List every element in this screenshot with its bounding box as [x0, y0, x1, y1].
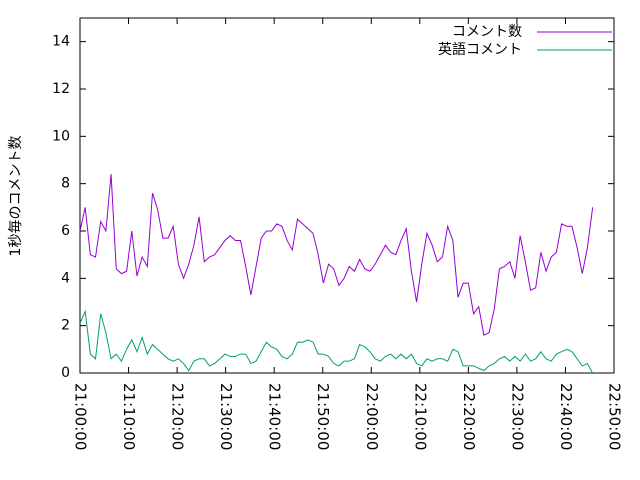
plot-frame: [79, 17, 615, 374]
y-tick-label: 12: [52, 81, 70, 97]
y-axis-label: 1秒毎のコメント数: [8, 136, 24, 257]
y-tick-label: 6: [61, 223, 70, 239]
y-tick-label: 0: [61, 365, 70, 381]
x-tick-label: 22:00:00: [363, 383, 381, 450]
y-tick-label: 4: [61, 270, 70, 286]
x-tick-label: 22:40:00: [557, 383, 575, 450]
x-tick-label: 22:20:00: [460, 383, 478, 450]
series-line: [79, 309, 594, 374]
x-tick-label: 22:50:00: [606, 383, 624, 450]
x-tick-label: 21:30:00: [217, 383, 235, 450]
x-tick-label: 21:40:00: [266, 383, 284, 450]
y-tick-label: 14: [52, 34, 70, 50]
y-tick-label: 2: [61, 318, 70, 334]
x-tick-label: 21:00:00: [72, 383, 90, 450]
legend-label: コメント数: [452, 24, 522, 40]
series-line: [79, 174, 594, 336]
x-tick-label: 21:20:00: [169, 383, 187, 450]
x-tick-label: 21:50:00: [314, 383, 332, 450]
y-tick-label: 10: [52, 128, 70, 144]
x-tick-label: 22:10:00: [411, 383, 429, 450]
x-tick-label: 21:10:00: [120, 383, 138, 450]
legend-label: 英語コメント: [438, 41, 522, 58]
x-tick-label: 22:30:00: [508, 383, 526, 450]
y-tick-label: 8: [61, 176, 70, 192]
